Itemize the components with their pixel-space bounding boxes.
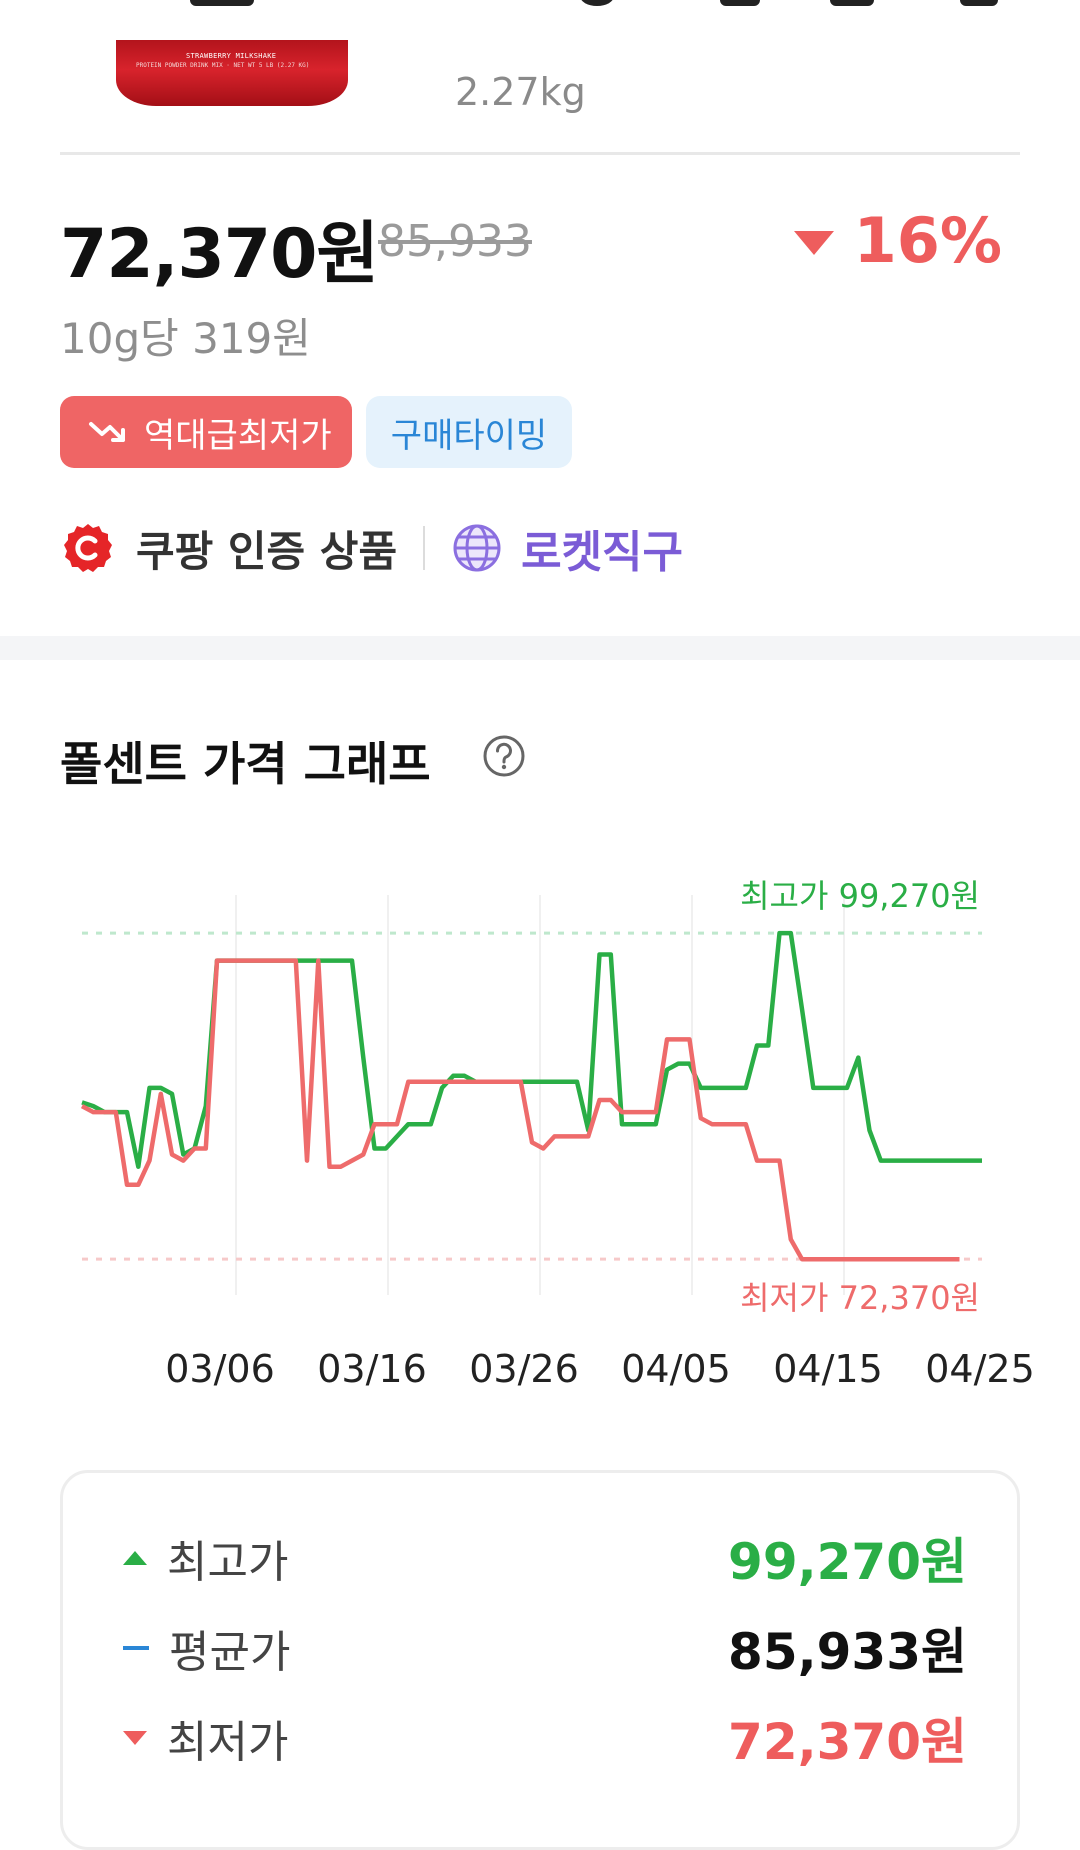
section-separator <box>0 636 1080 660</box>
coupang-cert-label: 쿠팡 인증 상품 <box>136 526 398 576</box>
avg-price-value: 85,933원 <box>728 1623 967 1681</box>
globe-icon <box>453 524 501 572</box>
lowest-price-badge[interactable]: 역대급최저가 <box>60 396 352 468</box>
discount-rate: 16% <box>793 204 1002 277</box>
x-tick-label: 03/26 <box>469 1347 579 1391</box>
cert-separator <box>423 526 426 570</box>
top-toolbar-cut <box>0 0 1080 8</box>
help-icon[interactable] <box>482 734 526 778</box>
product-size: 2.27kg <box>455 70 586 114</box>
product-thumb-label: STRAWBERRY MILKSHAKE <box>186 52 277 60</box>
down-triangle-icon <box>123 1731 147 1745</box>
price-summary-card: 최고가 99,270원 평균가 85,933원 최저가 72,370원 <box>60 1470 1020 1850</box>
up-triangle-icon <box>123 1551 147 1565</box>
lowest-price-badge-label: 역대급최저가 <box>144 415 332 456</box>
trend-down-icon <box>89 422 125 442</box>
high-price-label: 최고가 <box>167 1537 289 1588</box>
share-icon[interactable] <box>720 0 760 6</box>
product-thumb-sublabel: PROTEIN POWDER DRINK MIX · NET WT 5 LB (… <box>136 62 310 69</box>
buy-timing-badge-label: 구매타이밍 <box>390 415 548 456</box>
certification-row: 쿠팡 인증 상품 로켓직구 <box>62 520 683 578</box>
summary-row-low: 최저가 72,370원 <box>123 1703 967 1773</box>
avg-price-label: 평균가 <box>169 1627 291 1678</box>
x-tick-label: 03/06 <box>165 1347 275 1391</box>
buy-timing-badge[interactable]: 구매타이밍 <box>366 396 572 468</box>
original-price: 85,933 <box>378 216 532 267</box>
summary-row-avg: 평균가 85,933원 <box>123 1613 967 1683</box>
price-graph-title: 폴센트 가격 그래프 <box>60 737 431 791</box>
x-tick-label: 03/16 <box>317 1347 427 1391</box>
min-price-label: 최저가 72,370원 <box>740 1279 980 1317</box>
discount-text: 16% <box>853 204 1002 277</box>
x-tick-label: 04/05 <box>621 1347 731 1391</box>
rocket-direct-label[interactable]: 로켓직구 <box>521 527 684 578</box>
x-tick-label: 04/25 <box>925 1347 1035 1391</box>
unit-price: 10g당 319원 <box>60 314 311 363</box>
max-price-label: 최고가 99,270원 <box>740 880 980 915</box>
series-line-low <box>80 958 960 1262</box>
summary-row-high: 최고가 99,270원 <box>123 1523 967 1593</box>
coupang-cert-icon <box>64 524 112 572</box>
high-price-value: 99,270원 <box>728 1533 967 1591</box>
low-price-label: 최저가 <box>167 1717 289 1768</box>
divider <box>60 152 1020 155</box>
down-arrow-icon <box>793 230 834 255</box>
x-tick-label: 04/15 <box>773 1347 883 1391</box>
back-icon[interactable] <box>190 0 254 6</box>
cart-icon[interactable] <box>960 0 998 6</box>
home-icon[interactable] <box>830 0 874 6</box>
price-chart: 최고가 99,270원 최저가 72,370원 03/06 03/16 03/26 0… <box>80 880 1035 1391</box>
dash-icon <box>123 1646 149 1650</box>
search-icon[interactable] <box>580 0 614 6</box>
chart-gridlines <box>235 895 845 1295</box>
product-title-cut <box>480 24 1000 54</box>
product-thumbnail[interactable]: STRAWBERRY MILKSHAKE PROTEIN POWDER DRIN… <box>116 40 348 106</box>
low-price-value: 72,370원 <box>728 1713 967 1771</box>
x-axis-ticks: 03/06 03/16 03/26 04/05 04/15 04/25 <box>165 1347 1035 1391</box>
product-jar-image <box>116 40 348 106</box>
current-price: 72,370원 <box>60 215 379 294</box>
